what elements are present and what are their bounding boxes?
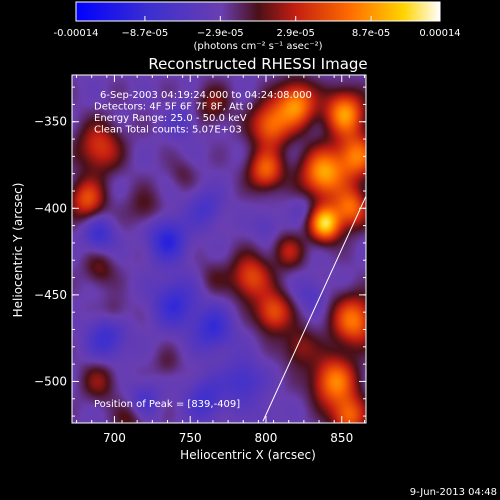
x-tick-label: 700 [103,431,126,445]
y-axis-label: Heliocentric Y (arcsec) [11,183,25,318]
x-axis-label: Heliocentric X (arcsec) [180,448,316,462]
colorbar [75,1,441,22]
y-tick-label: −400 [34,201,67,215]
colorbar-tick-label: 8.7e-05 [352,28,390,39]
info-line: Detectors: 4F 5F 6F 7F 8F, Att 0 [94,102,253,113]
colorbar-tick-label: 2.9e-05 [277,28,315,39]
generation-date: 9-Jun-2013 04:48 [410,487,497,498]
colorbar-tick-label: −8.7e-05 [122,28,169,39]
colorbar-tick-label: 0.00014 [419,28,460,39]
x-tick-label: 800 [255,431,278,445]
y-tick-label: −450 [34,288,67,302]
colorbar-unit-label: (photons cm⁻² s⁻¹ asec⁻²) [193,41,322,52]
info-line: Energy Range: 25.0 - 50.0 keV [94,113,247,124]
y-tick-label: −500 [34,374,67,388]
x-tick-label: 850 [330,431,353,445]
info-line: 6-Sep-2003 04:19:24.000 to 04:24:08.000 [100,90,312,101]
chart-title: Reconstructed RHESSI Image [148,55,367,73]
x-tick-label: 750 [179,431,202,445]
info-line: Clean Total counts: 5.07E+03 [94,125,242,136]
colorbar-tick-label: -0.00014 [54,28,99,39]
colorbar-tick-label: −2.9e-05 [197,28,244,39]
peak-position-label: Position of Peak = [839,-409] [94,399,240,410]
plot-frame [71,74,367,424]
solar-limb-line [262,195,366,422]
heatmap-image [72,75,366,423]
y-tick-label: −350 [34,115,67,129]
